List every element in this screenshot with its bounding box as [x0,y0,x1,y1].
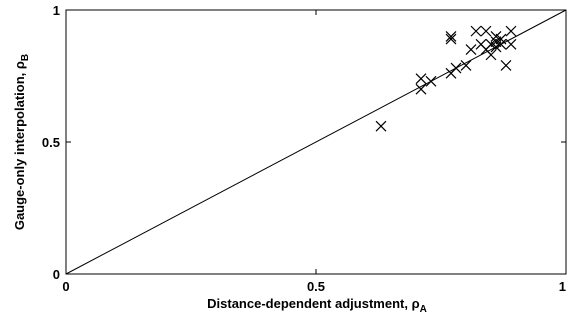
data-point-x-marker [480,25,492,37]
data-point-x-marker [425,75,437,87]
data-point-x-marker [485,38,497,50]
data-point-x-marker [465,44,477,56]
data-point-x-marker [505,38,517,50]
data-point-x-marker [490,30,502,42]
x-axis-label-symbol: ρ [412,296,420,311]
data-point-x-marker [495,33,507,45]
x-tick-label: 1 [559,279,566,294]
x-axis-label-text: Distance-dependent adjustment, [207,296,411,311]
y-tick-label: 1 [53,3,60,18]
one-to-one-line [65,9,567,275]
x-axis-label-subscript: A [420,304,427,315]
data-point-x-marker [485,49,497,61]
data-point-x-marker [445,33,457,45]
x-tick-label: 0.5 [307,279,325,294]
data-point-x-marker [375,120,387,132]
data-point-x-marker [460,60,472,71]
y-axis-label-symbol: ρ [12,61,27,69]
data-point-x-marker [470,25,482,37]
data-point-x-marker [490,41,502,53]
data-point-x-marker [450,62,462,74]
data-point-x-marker [445,30,457,42]
data-point-x-marker [500,60,512,71]
y-axis-label-subscript: B [20,54,31,61]
y-tick-label: 0 [53,267,60,282]
data-point-x-marker [495,38,507,50]
y-tick-label: 0.5 [42,135,60,150]
x-axis-label: Distance-dependent adjustment, ρA [207,296,427,315]
data-point-x-marker [415,73,427,85]
data-point-x-marker [415,83,427,95]
data-point-x-marker [490,36,502,48]
y-axis-label-text: Gauge-only interpolation, [12,69,27,230]
y-axis-label: Gauge-only interpolation, ρB [12,54,31,230]
data-point-x-marker [505,25,517,37]
x-tick-label: 0 [62,279,69,294]
